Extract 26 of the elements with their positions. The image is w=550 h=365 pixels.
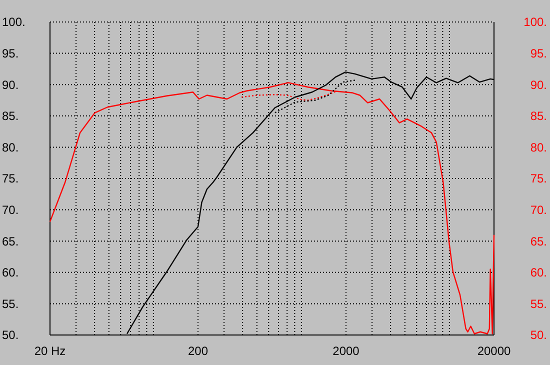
y-tick-label: 60.: [2, 266, 19, 280]
x-tick-label: 2000: [332, 344, 360, 358]
y-tick-label: 90.: [2, 78, 19, 92]
y-tick-label: 55.: [2, 296, 19, 311]
y2-tick-label: 65.: [530, 234, 547, 248]
y2-tick-label: 90.: [530, 78, 547, 92]
y2-tick-label: 100.: [524, 15, 547, 30]
y2-tick-label: 75.: [530, 172, 547, 186]
y2-tick-label: 50.: [530, 328, 547, 342]
y2-tick-label: 85.: [530, 109, 547, 124]
y2-tick-label: 60.: [530, 266, 547, 280]
x-tick-label: 20000: [477, 344, 512, 358]
y-tick-label: 75.: [2, 172, 19, 186]
y-tick-label: 65.: [2, 234, 19, 248]
y-tick-label: 50.: [2, 328, 19, 342]
y2-tick-label: 55.: [530, 296, 547, 311]
y-tick-label: 80.: [2, 140, 19, 154]
y2-tick-label: 70.: [530, 203, 547, 217]
y-tick-label: 70.: [2, 203, 19, 217]
y-tick-label: 85.: [2, 109, 19, 124]
y-tick-label: 95.: [2, 46, 19, 60]
y2-tick-label: 95.: [530, 46, 547, 60]
y2-tick-label: 80.: [530, 140, 547, 154]
x-tick-label: 200: [188, 344, 208, 358]
x-tick-label: 20 Hz: [34, 344, 66, 358]
y-tick-label: 100.: [2, 15, 26, 30]
